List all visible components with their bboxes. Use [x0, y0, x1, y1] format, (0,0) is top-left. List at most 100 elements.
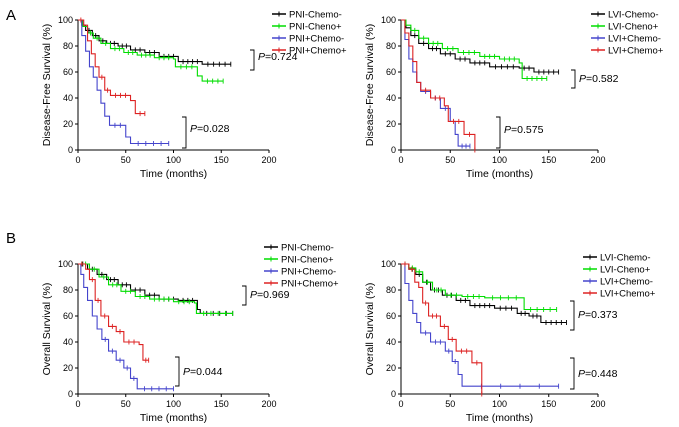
- p-value-bracket: [250, 49, 255, 71]
- y-tick-label: 20: [63, 363, 73, 373]
- p-value-text: =0.044: [190, 366, 223, 378]
- y-tick-label: 40: [386, 337, 396, 347]
- p-value-label: P=0.582: [579, 73, 619, 85]
- series-line-pni-chemo-: [78, 19, 145, 115]
- series-line-lvi-chemo-: [401, 263, 567, 324]
- y-tick-label: 80: [63, 41, 73, 51]
- x-tick-label: 100: [166, 155, 181, 165]
- x-axis-title: Time (months): [466, 168, 533, 180]
- x-tick-label: 50: [445, 155, 455, 165]
- p-value-label: P=0.575: [504, 124, 544, 136]
- p-value-text: =0.448: [585, 368, 618, 380]
- x-tick-label: 200: [261, 399, 276, 409]
- legend-label: LVI-Cheno+: [608, 22, 659, 33]
- p-value-bracket: [182, 116, 187, 149]
- y-tick-label: 100: [58, 259, 73, 269]
- y-axis-title: Disease-Free Survival (%): [364, 24, 376, 147]
- legend-label: PNI-Chemo-: [281, 243, 334, 254]
- y-tick-label: 40: [63, 93, 73, 103]
- x-tick-label: 50: [445, 399, 455, 409]
- legend-label: PNI-Chemo-: [289, 10, 342, 21]
- p-value-bracket: [571, 69, 576, 89]
- y-tick-label: 60: [63, 67, 73, 77]
- series-line-pni-chemo-: [78, 19, 169, 145]
- p-value-symbol: P: [250, 289, 257, 301]
- p-value-bracket: [175, 356, 180, 387]
- p-value-bracket: [570, 357, 575, 390]
- x-tick-label: 0: [75, 155, 80, 165]
- y-tick-label: 80: [386, 41, 396, 51]
- p-value-bracket: [570, 300, 575, 331]
- y-axis-title: Overall Survival (%): [364, 283, 376, 376]
- series-line-pni-chemo-: [78, 263, 174, 390]
- legend-label: LVI+Chemo+: [608, 46, 664, 57]
- x-tick-label: 50: [121, 399, 131, 409]
- y-axis-title: Disease-Free Survival (%): [41, 24, 53, 147]
- y-tick-label: 0: [68, 389, 73, 399]
- series-line-lvi-chemo-: [401, 19, 470, 147]
- x-tick-label: 200: [590, 399, 605, 409]
- chart-3: 0 20 40 60 80 100 0 50 100 150 200 Time (months) Ove…: [41, 243, 339, 425]
- legend-label: LVI-Chemo-: [600, 253, 651, 264]
- y-tick-label: 0: [391, 389, 396, 399]
- y-tick-label: 20: [386, 119, 396, 129]
- series-line-pni-chemo-: [78, 19, 231, 65]
- series-line-lvi-cheno-: [401, 19, 547, 80]
- series-line-lvi-chemo-: [401, 19, 559, 73]
- p-value-label: P=0.028: [190, 123, 230, 135]
- p-value-text: =0.969: [257, 289, 290, 301]
- series-line-pni-cheno-: [78, 263, 233, 314]
- chart-2: 0 20 40 60 80 100 0 50 100 150 200 Time (months) Dis…: [364, 10, 664, 181]
- p-value-symbol: P: [578, 368, 585, 380]
- series-line-lvi-chemo-: [401, 263, 483, 394]
- p-value-symbol: P: [183, 366, 190, 378]
- y-tick-label: 80: [386, 285, 396, 295]
- series-line-lvi-chemo-: [401, 19, 476, 150]
- y-tick-label: 40: [386, 93, 396, 103]
- p-value-symbol: P: [579, 73, 586, 85]
- x-axis-title: Time (months): [140, 412, 207, 424]
- x-tick-label: 150: [541, 399, 556, 409]
- x-tick-label: 100: [492, 399, 507, 409]
- x-tick-label: 100: [166, 399, 181, 409]
- legend-label: LVI+Chemo+: [600, 289, 656, 300]
- x-tick-label: 50: [121, 155, 131, 165]
- x-tick-label: 0: [75, 399, 80, 409]
- x-tick-label: 200: [590, 155, 605, 165]
- p-value-text: =0.028: [197, 123, 230, 135]
- series-line-lvi-cheno-: [401, 263, 557, 311]
- p-value-symbol: P: [258, 51, 265, 63]
- y-tick-label: 100: [381, 259, 396, 269]
- p-value-text: =0.373: [585, 309, 618, 321]
- legend-label: PNI-Cheno+: [289, 22, 342, 33]
- x-tick-label: 200: [261, 155, 276, 165]
- p-value-label: P=0.044: [183, 366, 223, 378]
- y-tick-label: 20: [63, 119, 73, 129]
- p-value-symbol: P: [504, 124, 511, 136]
- series-line-pni-chemo-: [78, 263, 149, 361]
- legend-label: LVI+Chemo-: [600, 277, 653, 288]
- chart-1: 0 20 40 60 80 100 0 50 100 150 200 Time (months) Dis…: [41, 10, 347, 181]
- x-tick-label: 0: [398, 155, 403, 165]
- y-tick-label: 60: [386, 311, 396, 321]
- y-tick-label: 100: [381, 15, 396, 25]
- x-axis-title: Time (months): [140, 168, 207, 180]
- x-tick-label: 150: [214, 155, 229, 165]
- legend-label: PNI+Chemo-: [281, 267, 336, 278]
- y-tick-label: 0: [391, 145, 396, 155]
- p-value-label: P=0.448: [578, 368, 618, 380]
- y-tick-label: 0: [68, 145, 73, 155]
- series-line-pni-cheno-: [78, 19, 224, 82]
- p-value-symbol: P: [578, 309, 585, 321]
- p-value-text: =0.582: [586, 73, 619, 85]
- legend-label: LVI-Chemo-: [608, 10, 659, 21]
- p-value-label: P=0.969: [250, 289, 290, 301]
- x-tick-label: 150: [541, 155, 556, 165]
- legend-label: LVI-Cheno+: [600, 265, 651, 276]
- x-axis-title: Time (months): [466, 412, 533, 424]
- y-tick-label: 100: [58, 15, 73, 25]
- panel-label-a: A: [6, 7, 16, 24]
- x-tick-label: 100: [492, 155, 507, 165]
- p-value-bracket: [496, 116, 501, 149]
